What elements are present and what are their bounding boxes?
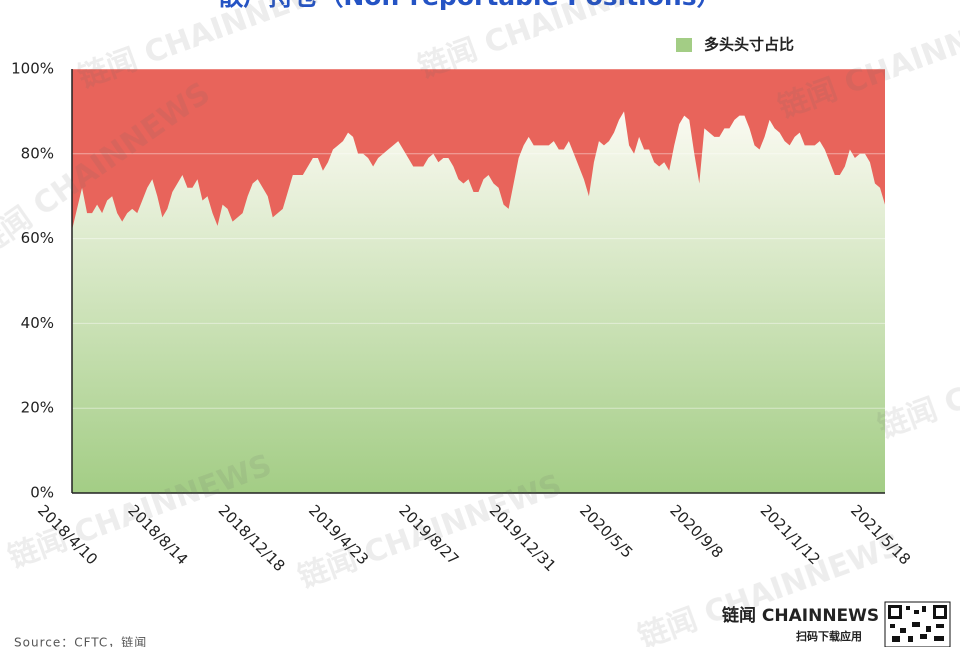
y-tick-label: 40% bbox=[21, 314, 54, 332]
x-tick-label: 2018/12/18 bbox=[215, 501, 289, 575]
watermark: 链闻 CHAINNEWS bbox=[634, 528, 907, 647]
legend-label: 多头头寸占比 bbox=[704, 36, 794, 54]
y-tick-label: 0% bbox=[30, 484, 54, 502]
y-tick-label: 60% bbox=[21, 229, 54, 247]
x-tick-label: 2020/9/8 bbox=[666, 501, 726, 561]
brand: 链闻 CHAINNEWS bbox=[722, 605, 879, 626]
x-tick-label: 2020/5/5 bbox=[576, 501, 636, 561]
watermark: 链闻 CHAINNEWS bbox=[874, 318, 960, 446]
brand-caption: 扫码下载应用 bbox=[796, 629, 862, 643]
y-tick-label: 100% bbox=[11, 60, 54, 78]
y-tick-label: 20% bbox=[21, 399, 54, 417]
source: Source：CFTC，链闻 bbox=[14, 635, 147, 647]
chart-title: 散户持仓（Non-reportable Positions） bbox=[218, 0, 721, 11]
y-tick-label: 80% bbox=[21, 144, 54, 162]
qr-code bbox=[884, 601, 951, 647]
legend-swatch bbox=[676, 38, 692, 52]
area bbox=[72, 111, 885, 494]
